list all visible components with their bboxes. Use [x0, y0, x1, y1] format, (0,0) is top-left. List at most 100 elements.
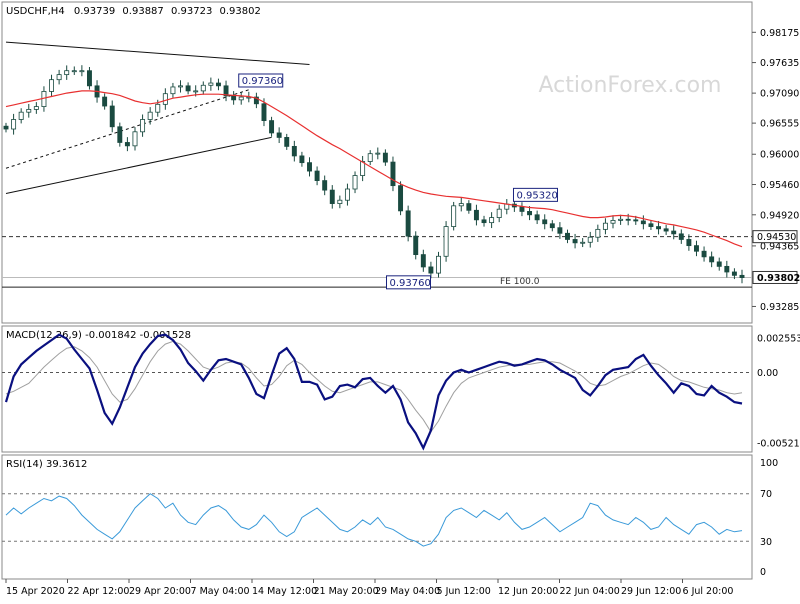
candle: [436, 251, 441, 278]
fe-label: FE 100.0: [500, 277, 540, 287]
low-value: 0.93723: [171, 6, 212, 17]
high-label-2: 0.95320: [512, 187, 558, 202]
symbol-name: USDCHF,H4: [6, 6, 65, 17]
moving-average-line: [5, 90, 743, 248]
low-label: 0.93760: [385, 275, 431, 290]
candle: [344, 183, 350, 206]
rsi-tick-label: 100: [760, 458, 778, 469]
candle: [473, 204, 479, 226]
watermark: ActionForex.com: [539, 73, 722, 98]
candle: [640, 215, 646, 230]
candle: [466, 200, 472, 214]
candle: [284, 133, 290, 150]
time-tick-label: 12 Jun 20:00: [498, 586, 558, 597]
price-tick-label: 0.97635: [760, 58, 799, 69]
time-tick-label: 29 Jun 12:00: [621, 586, 681, 597]
close-value: 0.93802: [220, 6, 261, 17]
candle: [678, 229, 684, 244]
candle: [291, 140, 297, 162]
svg-text:0.97360: 0.97360: [242, 76, 283, 87]
candle: [489, 212, 495, 229]
candle: [200, 81, 206, 95]
candle: [701, 246, 707, 262]
candle: [86, 67, 92, 90]
price-axis: 0.98175 0.97635 0.97090 0.96555 0.96000 0.954…: [752, 28, 799, 313]
candle: [208, 77, 214, 91]
svg-text:0.93802: 0.93802: [757, 273, 800, 284]
time-tick-label: 22 Jun 04:00: [560, 586, 620, 597]
candle: [170, 82, 176, 98]
candle: [71, 66, 77, 75]
candle: [618, 214, 624, 225]
candle: [420, 249, 426, 272]
rsi-panel-frame: [1, 454, 753, 580]
rsi-line: [5, 493, 743, 547]
candle: [132, 127, 138, 151]
candle: [124, 137, 130, 152]
candle: [382, 149, 388, 166]
candle: [534, 210, 540, 225]
rsi-axis: 100 70 30 0: [760, 458, 778, 578]
candle: [565, 229, 570, 244]
candle: [405, 205, 411, 242]
candle: [413, 231, 419, 260]
candle: [33, 102, 39, 114]
candle: [276, 127, 282, 144]
price-tag: 0.93802: [752, 270, 800, 284]
candle: [557, 222, 563, 239]
level-tag: 0.94530: [752, 230, 798, 244]
candle: [458, 197, 464, 212]
price-panel-frame: [1, 1, 753, 324]
candle: [299, 151, 305, 167]
candle: [648, 220, 654, 230]
candle: [269, 116, 275, 137]
candle: [238, 92, 244, 105]
candle: [18, 108, 24, 124]
candlesticks: [3, 65, 745, 284]
candle: [322, 175, 328, 196]
time-tick-label: 29 Apr 20:00: [129, 586, 191, 597]
macd-line: [4, 333, 743, 451]
candle: [496, 204, 502, 223]
candle: [542, 214, 548, 230]
candle: [253, 92, 259, 109]
candle: [307, 157, 312, 177]
time-tick-label: 22 Apr 12:00: [68, 586, 130, 597]
price-tick-label: 0.96555: [760, 119, 799, 130]
candle: [716, 257, 722, 271]
rsi-tick-label: 30: [760, 537, 772, 548]
candle: [3, 122, 9, 133]
candle: [329, 185, 335, 209]
symbol-header: USDCHF,H4 0.93739 0.93887 0.93723 0.9380…: [6, 6, 261, 17]
candle: [602, 218, 608, 235]
time-tick-label: 14 May 12:00: [252, 586, 317, 597]
high-value: 0.93887: [122, 6, 163, 17]
svg-text:0.95320: 0.95320: [516, 190, 557, 201]
trendlines: [5, 41, 310, 194]
candle: [663, 224, 669, 235]
candle: [610, 215, 616, 229]
candle: [724, 260, 730, 278]
candle: [11, 113, 17, 135]
candle: [549, 220, 555, 232]
candle: [337, 195, 343, 209]
rsi-tick-label: 0: [760, 567, 766, 578]
time-tick-label: 21 May 20:00: [314, 586, 379, 597]
candle: [572, 233, 578, 249]
candle: [185, 82, 191, 95]
candle: [26, 103, 32, 118]
candle: [671, 225, 677, 240]
open-value: 0.93739: [74, 6, 115, 17]
lower-triangle-line: [5, 136, 272, 194]
candle: [390, 156, 396, 192]
rsi-title: RSI(14) 39.3612: [6, 459, 87, 470]
price-tick-label: 0.98175: [760, 28, 799, 39]
svg-text:0.94530: 0.94530: [757, 232, 796, 243]
candle: [731, 268, 737, 280]
candle: [215, 78, 221, 91]
macd-tick-label: 0.00: [757, 368, 778, 379]
time-tick-label: 15 Apr 2020: [6, 586, 65, 597]
svg-text:0.93760: 0.93760: [389, 278, 430, 289]
